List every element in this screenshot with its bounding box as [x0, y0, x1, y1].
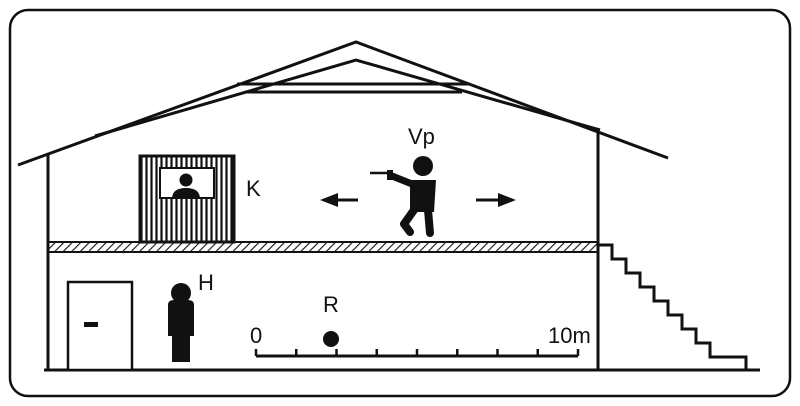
- gunman-icon: [370, 156, 436, 237]
- arrow-left-icon: [320, 193, 358, 207]
- person-icon: [168, 283, 194, 362]
- shooter-label: Vp: [408, 124, 435, 149]
- roof: [17, 40, 669, 167]
- scale-end-label: 10m: [548, 323, 591, 348]
- target-dot-icon: [323, 331, 339, 347]
- target-label: R: [323, 292, 339, 317]
- booth-label: K: [246, 176, 261, 201]
- distance-scale: [254, 349, 580, 358]
- scale-start-label: 0: [250, 323, 262, 348]
- upper-floor: [47, 241, 599, 253]
- booth-icon: [138, 154, 236, 244]
- person-label: H: [198, 270, 214, 295]
- door-icon: [66, 280, 134, 372]
- outer-frame: [8, 8, 792, 398]
- arrow-right-icon: [476, 193, 516, 207]
- stairs-icon: [598, 243, 748, 370]
